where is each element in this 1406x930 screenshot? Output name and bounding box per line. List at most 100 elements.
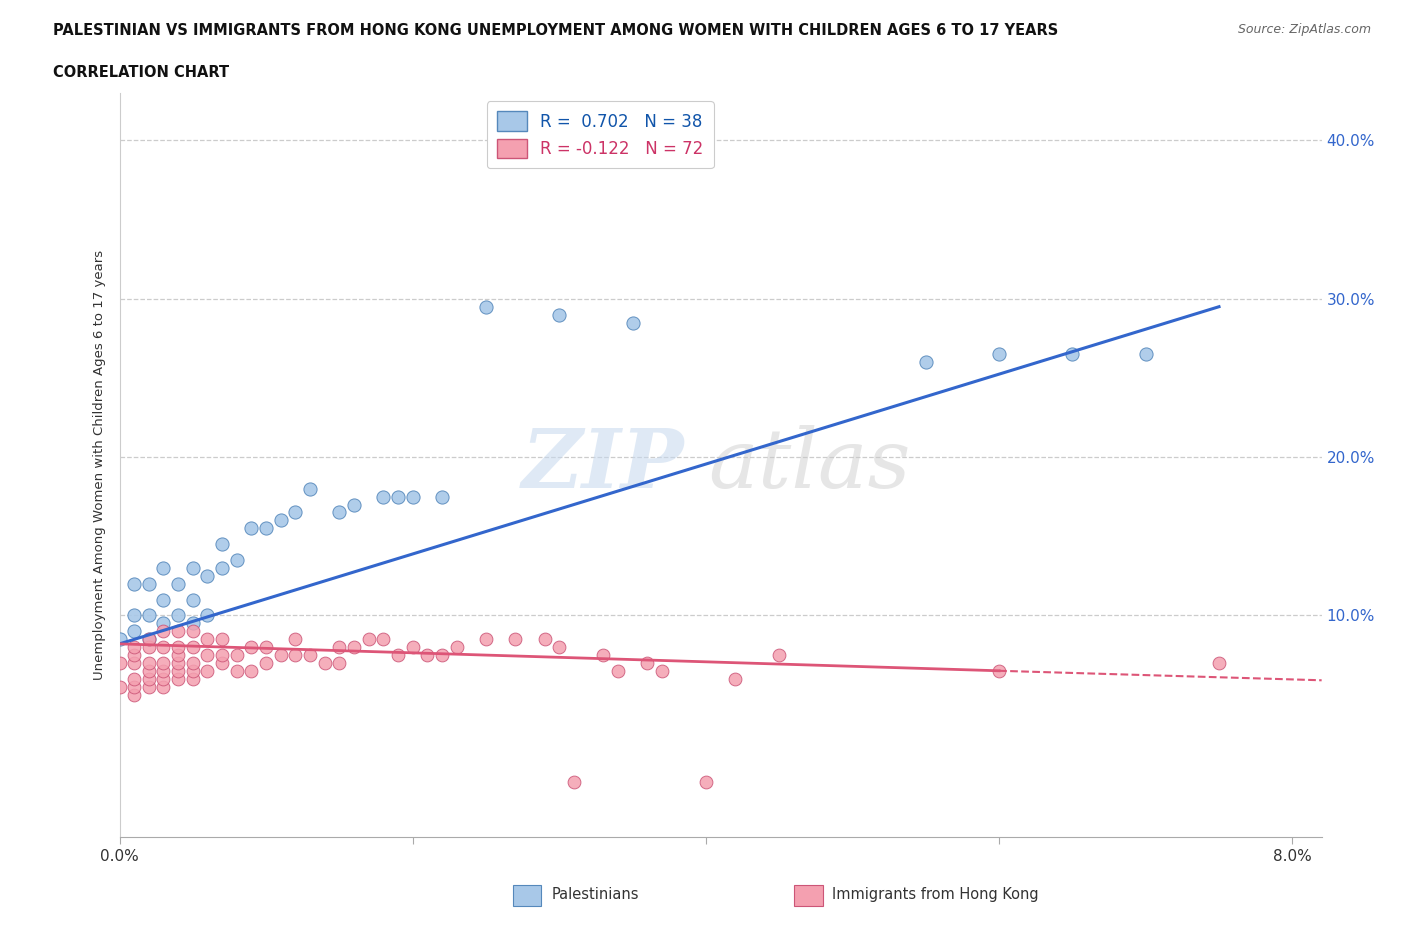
Legend: R =  0.702   N = 38, R = -0.122   N = 72: R = 0.702 N = 38, R = -0.122 N = 72 [486, 101, 714, 168]
Point [314, 656, 336, 671]
Point [181, 616, 204, 631]
Point [284, 505, 307, 520]
Point [122, 679, 145, 694]
Point [240, 521, 263, 536]
Point [167, 608, 190, 623]
Point [197, 663, 219, 678]
Point [446, 640, 468, 655]
Text: ZIP: ZIP [522, 425, 685, 505]
Point [373, 489, 395, 504]
Point [197, 608, 219, 623]
Point [122, 640, 145, 655]
Point [914, 354, 936, 369]
Point [152, 624, 174, 639]
Point [167, 647, 190, 662]
Point [152, 616, 174, 631]
Point [387, 647, 409, 662]
Point [108, 631, 131, 646]
Point [167, 663, 190, 678]
Point [430, 647, 453, 662]
Point [548, 640, 571, 655]
Point [1135, 347, 1157, 362]
Point [211, 537, 233, 551]
Point [152, 663, 174, 678]
Point [475, 299, 498, 314]
Point [211, 656, 233, 671]
Point [328, 505, 350, 520]
Point [152, 656, 174, 671]
Point [1062, 347, 1084, 362]
Point [299, 482, 322, 497]
Point [181, 592, 204, 607]
Point [138, 577, 160, 591]
Text: atlas: atlas [709, 425, 911, 505]
Point [152, 561, 174, 576]
Point [225, 552, 247, 567]
Point [607, 663, 630, 678]
Point [328, 640, 350, 655]
Y-axis label: Unemployment Among Women with Children Ages 6 to 17 years: Unemployment Among Women with Children A… [93, 250, 107, 680]
Point [211, 561, 233, 576]
Point [299, 647, 322, 662]
Point [108, 679, 131, 694]
Point [636, 656, 658, 671]
Point [167, 656, 190, 671]
Text: Palestinians: Palestinians [551, 887, 638, 902]
Point [138, 679, 160, 694]
Point [152, 640, 174, 655]
Point [138, 631, 160, 646]
Point [373, 631, 395, 646]
Point [122, 608, 145, 623]
Point [122, 687, 145, 702]
Point [138, 608, 160, 623]
Point [651, 663, 673, 678]
Point [138, 671, 160, 686]
Point [402, 489, 425, 504]
Point [387, 489, 409, 504]
Point [416, 647, 439, 662]
Point [181, 671, 204, 686]
Point [343, 498, 366, 512]
Point [562, 774, 585, 789]
Point [122, 656, 145, 671]
Point [284, 631, 307, 646]
Point [197, 631, 219, 646]
Point [138, 631, 160, 646]
Point [167, 640, 190, 655]
Point [225, 663, 247, 678]
Text: CORRELATION CHART: CORRELATION CHART [53, 65, 229, 80]
Point [152, 679, 174, 694]
Text: PALESTINIAN VS IMMIGRANTS FROM HONG KONG UNEMPLOYMENT AMONG WOMEN WITH CHILDREN : PALESTINIAN VS IMMIGRANTS FROM HONG KONG… [53, 23, 1059, 38]
Point [225, 647, 247, 662]
Point [988, 663, 1011, 678]
Point [152, 671, 174, 686]
Point [152, 592, 174, 607]
Point [197, 568, 219, 583]
Point [181, 663, 204, 678]
Point [138, 656, 160, 671]
Point [122, 647, 145, 662]
Point [138, 663, 160, 678]
Point [343, 640, 366, 655]
Point [505, 631, 527, 646]
Point [122, 624, 145, 639]
Point [240, 640, 263, 655]
Point [254, 521, 277, 536]
Point [108, 656, 131, 671]
Point [270, 513, 292, 528]
Point [695, 774, 717, 789]
Point [181, 656, 204, 671]
Point [357, 631, 380, 646]
Point [988, 347, 1011, 362]
Point [402, 640, 425, 655]
Point [167, 671, 190, 686]
Point [181, 561, 204, 576]
Point [254, 656, 277, 671]
Point [211, 647, 233, 662]
Point [211, 631, 233, 646]
Point [181, 640, 204, 655]
Point [138, 640, 160, 655]
Point [724, 671, 747, 686]
Point [181, 624, 204, 639]
Point [430, 489, 453, 504]
